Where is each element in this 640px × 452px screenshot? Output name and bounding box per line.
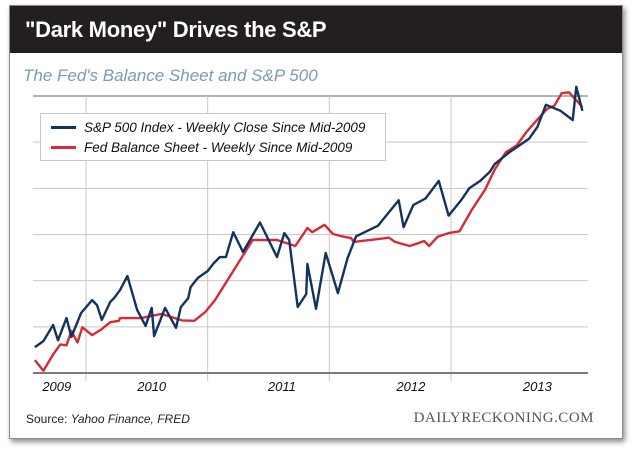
x-tick-label: 2009 [41, 379, 71, 394]
legend-swatch-fed [51, 145, 76, 149]
legend: S&P 500 Index - Weekly Close Since Mid-2… [40, 113, 386, 161]
legend-label-sp500: S&P 500 Index - Weekly Close Since Mid-2… [84, 119, 366, 135]
title-bar: "Dark Money" Drives the S&P [10, 6, 622, 53]
x-tick-label: 2012 [395, 379, 426, 394]
source-note: Source: Yahoo Finance, FRED [26, 412, 190, 426]
series-lines [33, 85, 584, 372]
chart-subtitle: The Fed's Balance Sheet and S&P 500 [23, 66, 318, 85]
chart-card: "Dark Money" Drives the S&P The Fed's Ba… [9, 5, 623, 439]
source-label: Source: [26, 412, 71, 426]
legend-item-fed: Fed Balance Sheet - Weekly Since Mid-200… [51, 137, 352, 157]
source-value: Yahoo Finance, FRED [70, 412, 190, 426]
x-tick-labels: 2009 2010 2011 2012 2013 [41, 379, 552, 394]
x-tick-label: 2013 [522, 379, 553, 394]
chart-headline: "Dark Money" Drives the S&P [25, 17, 327, 42]
legend-item-sp500: S&P 500 Index - Weekly Close Since Mid-2… [51, 117, 365, 137]
sp500-line [34, 85, 584, 349]
brand-logo: DAILYRECKONING.COM [413, 410, 594, 426]
legend-label-fed: Fed Balance Sheet - Weekly Since Mid-200… [84, 139, 353, 155]
legend-swatch-sp500 [51, 125, 76, 129]
x-tick-label: 2011 [267, 379, 296, 394]
x-tick-label: 2010 [136, 379, 167, 394]
